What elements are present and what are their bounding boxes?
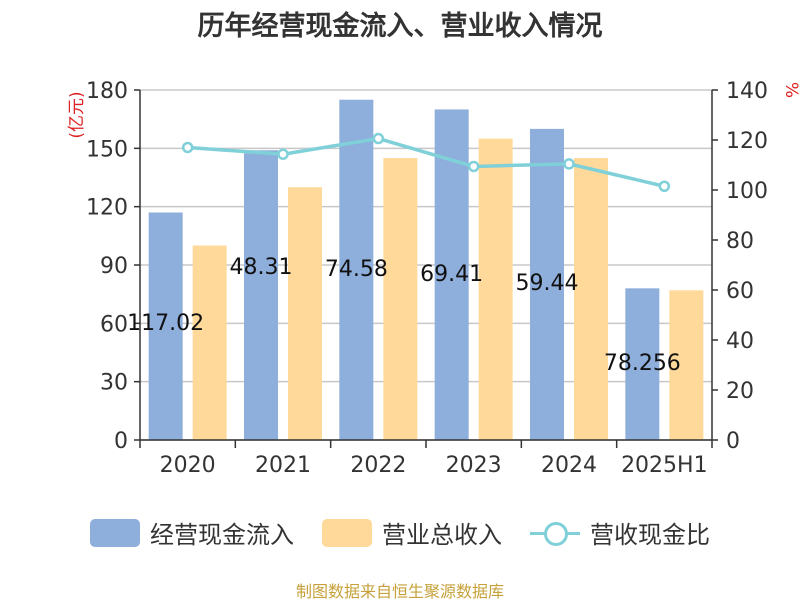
bar-revenue <box>669 290 704 440</box>
bar-cash-inflow <box>244 150 278 440</box>
left-tick-label: 30 <box>100 371 128 396</box>
ratio-point <box>372 132 385 145</box>
right-tick-label: 100 <box>726 179 768 204</box>
legend-item-ratio[interactable]: 营收现金比 <box>530 515 710 550</box>
right-tick-label: 140 <box>726 79 768 104</box>
data-label: 117.02 <box>127 311 204 336</box>
bar-cash-inflow <box>339 99 374 440</box>
right-axis-unit: % <box>781 82 800 98</box>
x-tick-label: 2023 <box>446 453 502 478</box>
right-tick-label: 20 <box>726 379 754 404</box>
chart-title: 历年经营现金流入、营业收入情况 <box>197 11 603 42</box>
bar-revenue <box>478 138 513 440</box>
legend-label-revenue: 营业总收入 <box>382 521 502 549</box>
x-tick-label: 2021 <box>255 453 311 478</box>
ratio-point <box>467 160 480 173</box>
legend-swatch-cash-inflow <box>90 518 140 547</box>
right-tick-label: 80 <box>726 229 754 254</box>
left-axis-unit: (亿元) <box>67 91 87 138</box>
left-tick-label: 120 <box>86 196 128 221</box>
x-tick-label: 2022 <box>350 453 406 478</box>
bar-cash-inflow <box>148 212 183 440</box>
legend: 经营现金流入 营业总收入 营收现金比 <box>0 515 800 550</box>
ratio-line <box>187 136 665 188</box>
left-tick-label: 60 <box>100 312 128 337</box>
right-tick-label: 0 <box>726 429 740 454</box>
bar-cash-inflow <box>625 288 660 440</box>
x-tick-label: 2025H1 <box>621 453 708 478</box>
source-note: 制图数据来自恒生聚源数据库 <box>295 582 504 601</box>
bar-revenue <box>288 187 322 440</box>
data-label: 78.256 <box>604 351 681 376</box>
bar-revenue <box>192 245 227 440</box>
data-label: 59.44 <box>516 271 579 296</box>
legend-swatch-revenue <box>322 518 372 547</box>
right-tick-label: 120 <box>726 129 768 154</box>
bar-cash-inflow <box>530 128 564 440</box>
x-tick-label: 2024 <box>541 453 597 478</box>
data-label: 74.58 <box>325 257 388 282</box>
data-label: 69.41 <box>420 262 483 287</box>
axes: 0 30 60 90 120 150 180 0 20 40 60 80 100 120 140 (亿元)% 2… <box>67 79 800 478</box>
left-tick-label: 180 <box>86 79 128 104</box>
ratio-point <box>277 148 289 160</box>
right-tick-label: 60 <box>726 279 754 304</box>
right-tick-label: 40 <box>726 329 754 354</box>
ratio-point <box>658 180 671 192</box>
data-labels: 117.02 48.31 74.58 69.41 59.44 78.256 <box>127 255 681 376</box>
left-tick-label: 150 <box>86 137 128 162</box>
left-tick-label: 90 <box>100 254 128 279</box>
legend-item-revenue[interactable]: 营业总收入 <box>322 515 502 550</box>
legend-label-cash-inflow: 经营现金流入 <box>150 521 294 549</box>
legend-item-cash-inflow[interactable]: 经营现金流入 <box>90 515 294 550</box>
line-series <box>181 132 671 192</box>
left-tick-label: 0 <box>114 429 128 454</box>
x-tick-label: 2020 <box>160 453 216 478</box>
bar-group <box>148 99 704 441</box>
legend-swatch-ratio <box>530 519 580 547</box>
bar-revenue <box>383 158 418 441</box>
data-label: 48.31 <box>230 255 293 280</box>
ratio-point <box>181 141 194 154</box>
bar-revenue <box>574 158 608 441</box>
ratio-point <box>563 158 575 170</box>
legend-label-ratio: 营收现金比 <box>590 521 710 549</box>
